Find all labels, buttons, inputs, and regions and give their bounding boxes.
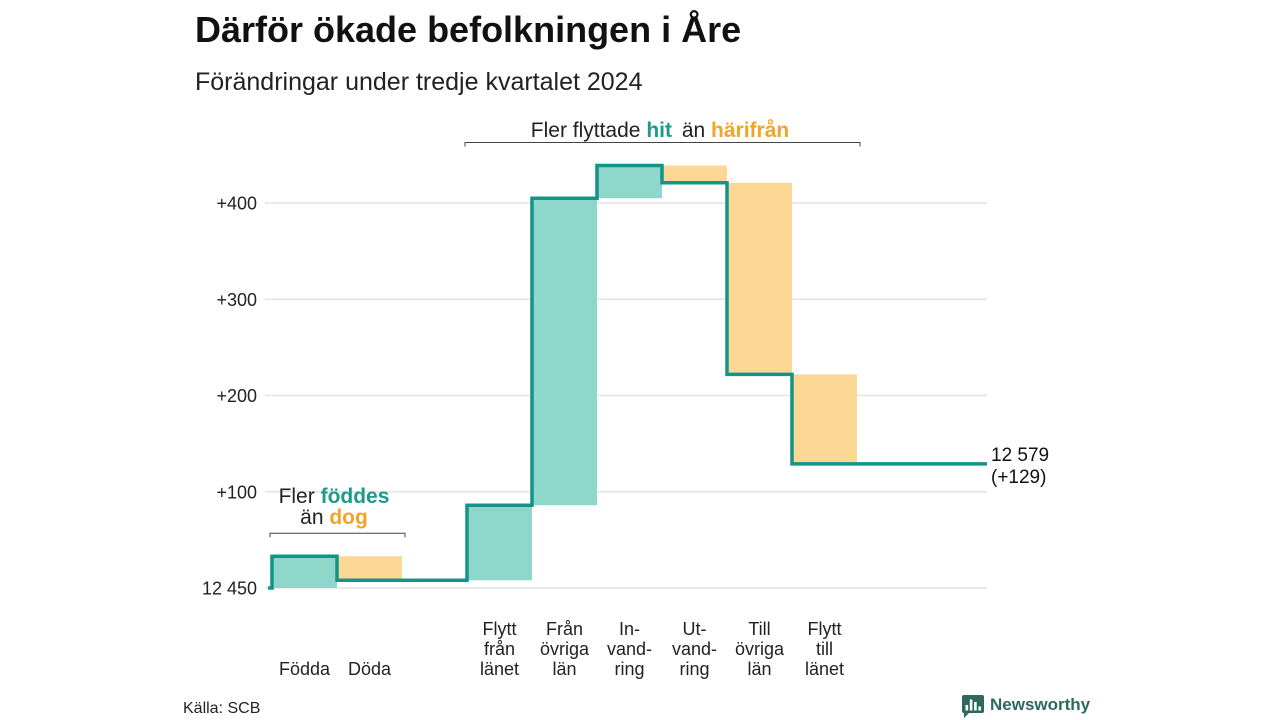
x-axis-label: ring [614, 659, 644, 679]
chart-title: Därför ökade befolkningen i Åre [195, 9, 741, 50]
waterfall-bar-decrease [337, 556, 402, 581]
waterfall-bar-decrease [792, 374, 857, 464]
waterfall-bar-increase [467, 505, 532, 581]
annotation-text: än [682, 119, 705, 142]
y-axis: 12 450 +100 +200 +300 +400 [202, 194, 257, 599]
annotation-migration: Fler flyttade hit än härifrån [531, 119, 789, 142]
annotation-increase-word: föddes [321, 485, 390, 508]
grid-lines [265, 202, 987, 589]
annotation-births-line-1: Fler föddes [279, 485, 390, 508]
x-axis-label: vand- [672, 639, 717, 659]
waterfall-bar-increase [272, 556, 337, 588]
group-bracket [464, 141, 861, 147]
x-axis-label: Flytt [808, 619, 842, 639]
x-axis-label: län [747, 659, 771, 679]
x-axis-label: län [552, 659, 576, 679]
x-axis-label: Till [748, 619, 770, 639]
x-axis-label: länet [805, 659, 844, 679]
annotation-increase-word: hit [646, 119, 672, 142]
y-tick-label: +300 [216, 290, 257, 310]
waterfall-bar-increase [597, 165, 662, 199]
y-tick-label: +400 [216, 194, 257, 214]
group-bracket [269, 532, 406, 538]
x-axis-label: In- [619, 619, 640, 639]
x-axis-label: ring [679, 659, 709, 679]
chart-subtitle: Förändringar under tredje kvartalet 2024 [195, 68, 643, 96]
x-axis-label: Döda [348, 659, 392, 679]
annotation-decrease-word: härifrån [711, 119, 789, 142]
cumulative-step-line [268, 163, 987, 590]
x-axis-label: Födda [279, 659, 331, 679]
x-axis-label: övriga [735, 639, 785, 659]
source-note: Källa: SCB [183, 700, 260, 717]
y-tick-label: +200 [216, 386, 257, 406]
x-axis-label: från [484, 639, 515, 659]
x-axis-label: vand- [607, 639, 652, 659]
newsworthy-logo-icon [962, 695, 984, 718]
waterfall-bar-increase [532, 198, 597, 506]
annotation-decrease-word: dog [329, 506, 367, 529]
x-axis-label: Ut- [683, 619, 707, 639]
x-axis: Födda DödaFlyttfrånlänetFrånövrigalänIn-v… [279, 619, 844, 679]
waterfall-bar-decrease [662, 165, 727, 183]
x-axis-label: till [816, 639, 833, 659]
waterfall-bar-decrease [727, 182, 792, 375]
annotation-text: Fler [279, 485, 315, 508]
group-brackets [269, 141, 861, 538]
x-axis-label: länet [480, 659, 519, 679]
waterfall-bars [272, 165, 857, 588]
y-tick-label: 12 450 [202, 579, 257, 599]
annotation-text: Fler flyttade [531, 119, 641, 142]
logo-wordmark: Newsworthy [990, 695, 1091, 714]
x-axis-label: Från [546, 619, 583, 639]
y-tick-label: +100 [216, 482, 257, 502]
end-change-label: (+129) [991, 467, 1046, 488]
annotation-births-line-2: än dog [300, 506, 368, 529]
annotation-text: än [300, 506, 323, 529]
x-axis-label: Flytt [483, 619, 517, 639]
end-value-label: 12 579 [991, 445, 1049, 466]
x-axis-label: övriga [540, 639, 590, 659]
